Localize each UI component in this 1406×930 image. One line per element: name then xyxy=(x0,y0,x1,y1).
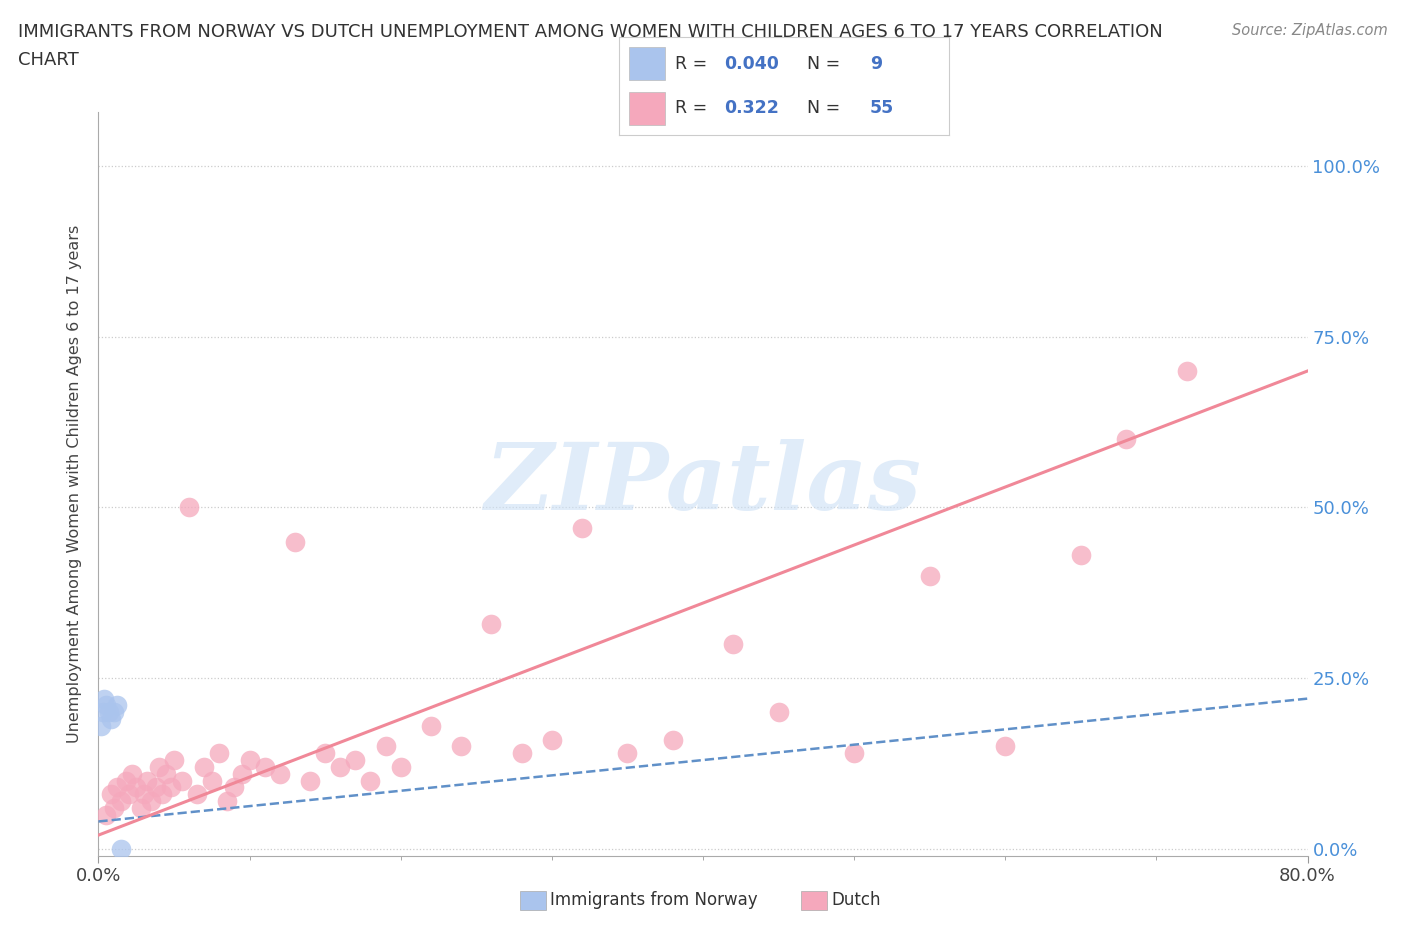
Text: 9: 9 xyxy=(870,55,882,73)
Bar xyxy=(628,47,665,80)
Point xyxy=(1070,548,1092,563)
Point xyxy=(360,773,382,788)
Point xyxy=(510,746,533,761)
Text: N =: N = xyxy=(807,55,846,73)
Point xyxy=(141,793,163,808)
Point xyxy=(269,766,291,781)
Point xyxy=(98,705,121,720)
Point xyxy=(103,801,125,816)
Point xyxy=(118,787,141,802)
Point xyxy=(481,616,503,631)
Point xyxy=(193,760,215,775)
Point xyxy=(616,746,638,761)
Point xyxy=(450,739,472,754)
Text: R =: R = xyxy=(675,100,718,117)
Point xyxy=(239,752,262,767)
Point xyxy=(918,568,941,583)
Point xyxy=(132,787,155,802)
Point xyxy=(94,807,117,822)
Point xyxy=(186,787,208,802)
Point xyxy=(179,500,201,515)
Text: 0.322: 0.322 xyxy=(724,100,779,117)
Point xyxy=(1115,432,1137,446)
Point xyxy=(135,773,157,788)
Point xyxy=(163,752,186,767)
Point xyxy=(93,691,115,706)
Text: 55: 55 xyxy=(870,100,894,117)
Text: Source: ZipAtlas.com: Source: ZipAtlas.com xyxy=(1232,23,1388,38)
Text: 0.040: 0.040 xyxy=(724,55,779,73)
Point xyxy=(374,739,396,754)
Bar xyxy=(628,92,665,126)
Point xyxy=(208,746,231,761)
Point xyxy=(125,780,148,795)
Point xyxy=(110,842,132,857)
Point xyxy=(150,787,173,802)
Point xyxy=(844,746,866,761)
Text: Immigrants from Norway: Immigrants from Norway xyxy=(550,891,758,910)
Point xyxy=(155,766,177,781)
Point xyxy=(160,780,183,795)
Point xyxy=(110,793,132,808)
Point xyxy=(420,719,443,734)
Point xyxy=(329,760,352,775)
Point xyxy=(389,760,412,775)
Point xyxy=(540,732,562,747)
Text: ZIPatlas: ZIPatlas xyxy=(485,439,921,528)
Point xyxy=(768,705,790,720)
Point xyxy=(100,787,122,802)
Y-axis label: Unemployment Among Women with Children Ages 6 to 17 years: Unemployment Among Women with Children A… xyxy=(67,224,83,743)
Point xyxy=(90,719,112,734)
Point xyxy=(148,760,170,775)
Point xyxy=(314,746,336,761)
Text: R =: R = xyxy=(675,55,713,73)
Point xyxy=(94,698,117,713)
Point xyxy=(571,521,593,536)
Point xyxy=(994,739,1017,754)
Point xyxy=(201,773,224,788)
Point xyxy=(91,705,114,720)
Point xyxy=(723,636,745,651)
Text: IMMIGRANTS FROM NORWAY VS DUTCH UNEMPLOYMENT AMONG WOMEN WITH CHILDREN AGES 6 TO: IMMIGRANTS FROM NORWAY VS DUTCH UNEMPLOY… xyxy=(18,23,1163,41)
Point xyxy=(103,705,125,720)
Point xyxy=(344,752,367,767)
Point xyxy=(129,801,152,816)
Point xyxy=(105,698,128,713)
Point xyxy=(253,760,276,775)
Point xyxy=(299,773,322,788)
Point xyxy=(100,711,122,726)
Point xyxy=(105,780,128,795)
Point xyxy=(170,773,193,788)
Point xyxy=(121,766,143,781)
Point xyxy=(231,766,253,781)
Point xyxy=(224,780,246,795)
Point xyxy=(215,793,238,808)
Text: CHART: CHART xyxy=(18,51,79,69)
Point xyxy=(661,732,683,747)
Text: Dutch: Dutch xyxy=(831,891,880,910)
Text: N =: N = xyxy=(807,100,846,117)
Point xyxy=(114,773,136,788)
Point xyxy=(1175,364,1198,379)
Point xyxy=(284,534,307,549)
Point xyxy=(145,780,167,795)
